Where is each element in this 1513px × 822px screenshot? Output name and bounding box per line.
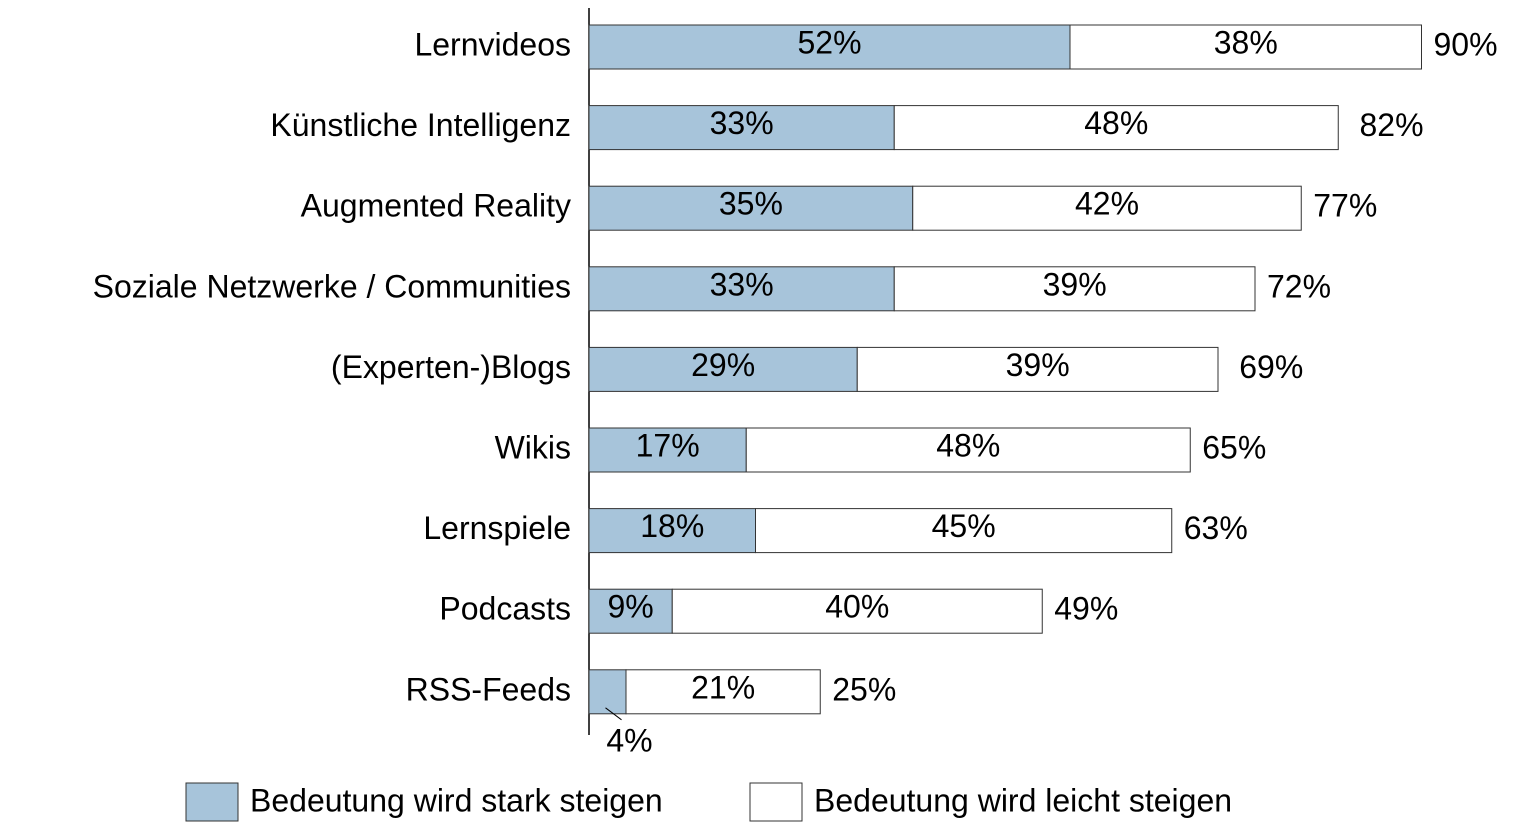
value-label: 4% <box>606 722 652 758</box>
total-label: 63% <box>1184 510 1248 546</box>
category-label: Soziale Netzwerke / Communities <box>93 268 571 304</box>
bar-segment <box>856 346 1219 392</box>
category-label: RSS-Feeds <box>406 671 571 707</box>
bar-segment <box>893 105 1339 151</box>
total-label: 72% <box>1267 268 1331 304</box>
value-label: 9% <box>608 589 654 625</box>
bar-segment <box>912 185 1302 231</box>
total-label: 90% <box>1434 26 1498 62</box>
category-label: (Experten-)Blogs <box>331 349 571 385</box>
bar-segment <box>588 105 895 151</box>
label-leader <box>605 707 622 721</box>
bar-segment <box>588 508 756 554</box>
value-label: 17% <box>636 427 700 463</box>
bar-segment <box>588 588 673 634</box>
total-label: 82% <box>1360 107 1424 143</box>
total-label: 69% <box>1239 349 1303 385</box>
legend-swatch <box>749 782 803 822</box>
legend-label: Bedeutung wird leicht steigen <box>814 782 1232 818</box>
bar-segment <box>671 588 1043 634</box>
legend-label: Bedeutung wird stark steigen <box>250 782 663 818</box>
value-label: 48% <box>936 427 1000 463</box>
category-label: Künstliche Intelligenz <box>270 107 571 143</box>
value-label: 52% <box>797 24 861 60</box>
value-label: 39% <box>1006 347 1070 383</box>
bar-segment <box>625 669 821 715</box>
value-label: 48% <box>1084 105 1148 141</box>
bar-segment <box>588 24 1071 70</box>
total-label: 77% <box>1313 188 1377 224</box>
value-label: 39% <box>1043 266 1107 302</box>
value-label: 29% <box>691 347 755 383</box>
legend-swatch <box>185 782 239 822</box>
value-label: 33% <box>710 105 774 141</box>
bar-segment <box>755 508 1173 554</box>
category-label: Wikis <box>495 429 571 465</box>
bar-segment <box>588 427 747 473</box>
value-label: 35% <box>719 186 783 222</box>
bar-segment <box>1069 24 1422 70</box>
category-label: Lernvideos <box>414 26 571 62</box>
value-label: 18% <box>640 508 704 544</box>
value-label: 45% <box>932 508 996 544</box>
total-label: 25% <box>832 671 896 707</box>
value-label: 42% <box>1075 186 1139 222</box>
category-label: Lernspiele <box>423 510 571 546</box>
bar-segment <box>893 266 1256 312</box>
bar-segment <box>588 346 858 392</box>
category-label: Augmented Reality <box>301 188 571 224</box>
value-label: 21% <box>691 669 755 705</box>
total-label: 65% <box>1202 429 1266 465</box>
bar-segment <box>588 669 627 715</box>
value-label: 38% <box>1214 24 1278 60</box>
total-label: 49% <box>1054 591 1118 627</box>
bar-segment <box>745 427 1191 473</box>
value-label: 40% <box>825 589 889 625</box>
value-label: 33% <box>710 266 774 302</box>
category-label: Podcasts <box>439 591 571 627</box>
